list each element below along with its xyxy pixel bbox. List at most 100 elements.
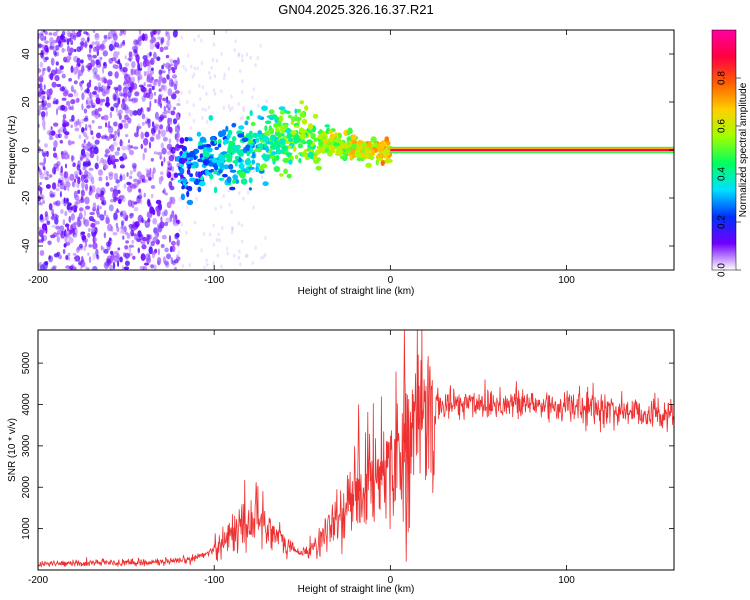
noise-blob <box>91 113 97 117</box>
snr-ylabel: SNR (10 * v/v) <box>7 418 18 482</box>
noise-blob <box>119 256 123 263</box>
faint-blob <box>217 232 220 237</box>
noise-blob <box>72 181 75 187</box>
noise-blob <box>39 34 45 41</box>
noise-blob <box>96 132 101 139</box>
noise-blob <box>73 89 77 94</box>
noise-blob <box>146 257 152 264</box>
noise-blob <box>103 78 108 84</box>
signal-blob <box>184 136 189 142</box>
noise-blob <box>81 143 85 148</box>
noise-blob <box>97 125 103 129</box>
faint-blob <box>180 91 183 96</box>
signal-blob <box>231 150 235 155</box>
signal-blob <box>278 115 284 122</box>
noise-blob <box>133 97 139 103</box>
noise-blob <box>137 62 141 71</box>
noise-blob <box>83 179 89 184</box>
noise-blob <box>134 91 140 97</box>
noise-blob <box>73 91 79 98</box>
noise-blob <box>53 122 59 127</box>
snr-series-line <box>38 330 674 568</box>
noise-blob <box>64 210 68 217</box>
signal-blob <box>280 126 286 134</box>
noise-blob <box>124 217 128 222</box>
faint-blob <box>247 190 250 195</box>
faint-blob <box>239 262 242 267</box>
signal-blob <box>217 143 222 148</box>
noise-blob <box>133 146 139 150</box>
signal-blob <box>346 129 351 136</box>
noise-blob <box>147 107 152 111</box>
signal-blob <box>351 134 357 140</box>
noise-blob <box>87 65 91 72</box>
noise-blob <box>160 142 164 149</box>
noise-blob <box>101 201 105 205</box>
noise-blob <box>93 237 98 242</box>
noise-blob <box>99 195 105 202</box>
noise-blob <box>128 175 133 180</box>
signal-blob <box>208 155 214 159</box>
noise-blob <box>60 230 66 239</box>
noise-blob <box>121 145 127 151</box>
faint-blob <box>246 253 249 258</box>
noise-blob <box>128 51 133 58</box>
signal-blob <box>317 134 323 140</box>
noise-blob <box>141 178 146 183</box>
noise-blob <box>38 146 41 151</box>
noise-blob <box>59 225 65 233</box>
signal-blob <box>338 132 342 139</box>
noise-blob <box>90 93 95 98</box>
noise-blob <box>80 231 86 235</box>
signal-blob <box>300 139 306 144</box>
signal-blob <box>219 163 224 169</box>
noise-blob <box>155 124 161 131</box>
noise-blob <box>84 238 89 243</box>
signal-blob <box>362 147 366 154</box>
noise-blob <box>55 99 59 105</box>
signal-blob <box>370 136 377 143</box>
y-tick-label: 4000 <box>21 393 32 416</box>
noise-blob <box>43 84 46 90</box>
signal-blob <box>315 165 322 171</box>
noise-blob <box>85 99 88 105</box>
signal-blob <box>189 150 196 158</box>
signal-blob <box>217 139 222 144</box>
noise-blob <box>173 84 178 91</box>
noise-blob <box>65 181 71 188</box>
noise-blob <box>115 196 119 200</box>
signal-blob <box>273 165 280 173</box>
signal-blob <box>200 175 204 181</box>
signal-blob <box>263 143 268 147</box>
noise-blob <box>94 33 100 41</box>
faint-blob <box>204 107 207 112</box>
noise-blob <box>39 162 44 166</box>
noise-blob <box>93 146 99 155</box>
noise-blob <box>121 220 125 227</box>
x-tick-label: 0 <box>388 575 394 586</box>
faint-blob <box>223 72 226 77</box>
faint-blob <box>177 98 181 103</box>
noise-blob <box>157 30 160 36</box>
noise-blob <box>65 234 71 238</box>
signal-blob <box>213 186 218 194</box>
noise-blob <box>144 120 150 125</box>
noise-blob <box>162 136 168 142</box>
noise-blob <box>57 129 61 134</box>
noise-blob <box>71 30 75 34</box>
noise-blob <box>151 251 155 259</box>
noise-blob <box>122 86 128 94</box>
signal-blob <box>324 124 331 128</box>
noise-blob <box>86 171 91 176</box>
noise-blob <box>39 61 44 68</box>
noise-blob <box>154 99 157 104</box>
noise-blob <box>124 231 129 236</box>
signal-blob <box>262 181 269 187</box>
noise-blob <box>131 239 134 244</box>
noise-blob <box>95 73 100 81</box>
noise-blob <box>143 178 149 184</box>
noise-blob <box>170 256 173 265</box>
noise-blob <box>79 207 84 212</box>
noise-blob <box>39 74 44 79</box>
signal-blob <box>210 169 215 173</box>
